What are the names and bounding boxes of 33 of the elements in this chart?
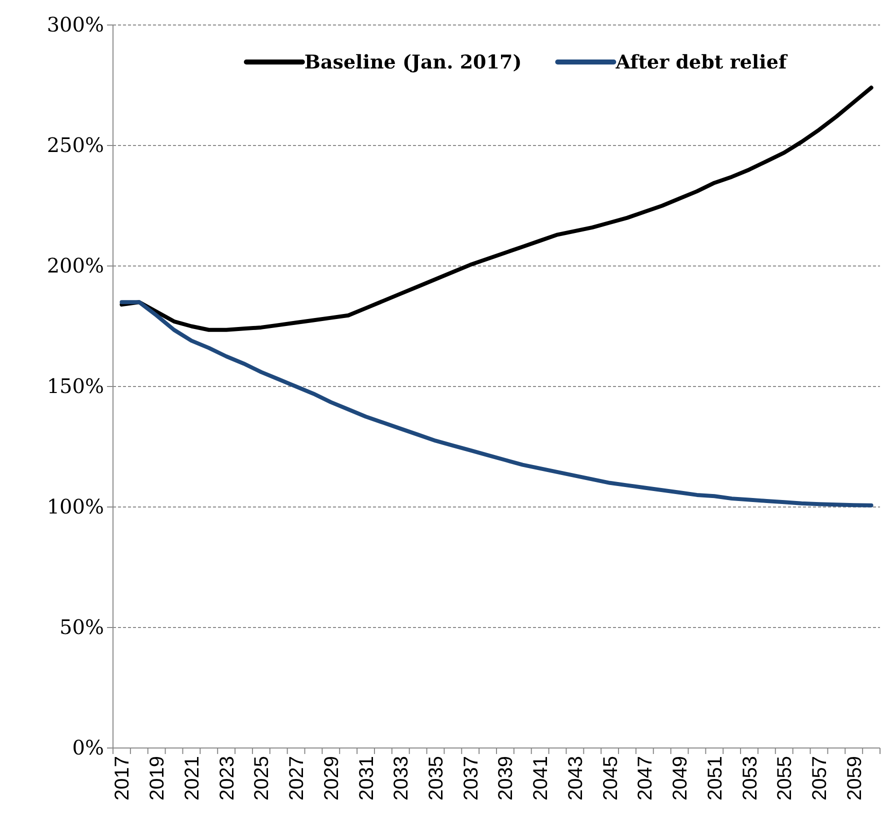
x-tick-label: 2057 bbox=[808, 756, 831, 800]
y-tick-label: 0% bbox=[72, 735, 104, 760]
y-tick-label: 200% bbox=[46, 253, 104, 278]
x-tick-label: 2049 bbox=[670, 756, 692, 800]
y-tick-label: 300% bbox=[46, 12, 104, 36]
legend-label: Baseline (Jan. 2017) bbox=[304, 52, 522, 74]
x-tick-label: 2045 bbox=[600, 756, 622, 800]
y-tick-label: 150% bbox=[46, 374, 104, 398]
x-tick-label: 2021 bbox=[181, 756, 204, 800]
x-tick-label: 2055 bbox=[774, 756, 796, 800]
x-tick-label: 2017 bbox=[112, 756, 134, 800]
line-series bbox=[120, 86, 874, 332]
x-tick-label: 2035 bbox=[425, 756, 448, 800]
line-series bbox=[120, 300, 874, 508]
y-tick-label: 50% bbox=[60, 614, 104, 639]
x-tick-label: 2047 bbox=[634, 756, 657, 800]
x-tick-label: 2051 bbox=[704, 756, 726, 800]
x-tick-label: 2043 bbox=[564, 756, 587, 800]
y-tick-label: 250% bbox=[46, 132, 104, 157]
x-tick-label: 2053 bbox=[739, 756, 762, 800]
x-tick-label: 2023 bbox=[216, 756, 238, 800]
x-tick-label: 2031 bbox=[356, 756, 378, 800]
x-tick-label: 2059 bbox=[844, 756, 866, 800]
x-tick-label: 2025 bbox=[251, 756, 274, 800]
legend-label: After debt relief bbox=[614, 52, 788, 74]
x-tick-label: 2027 bbox=[286, 756, 308, 800]
x-tick-label: 2037 bbox=[460, 756, 482, 800]
x-tick-label: 2029 bbox=[320, 756, 343, 800]
x-tick-label: 2041 bbox=[530, 756, 552, 800]
x-tick-label: 2019 bbox=[146, 756, 169, 800]
y-tick-label: 100% bbox=[46, 494, 104, 518]
x-tick-label: 2039 bbox=[495, 756, 518, 800]
x-tick-label: 2033 bbox=[390, 756, 413, 800]
